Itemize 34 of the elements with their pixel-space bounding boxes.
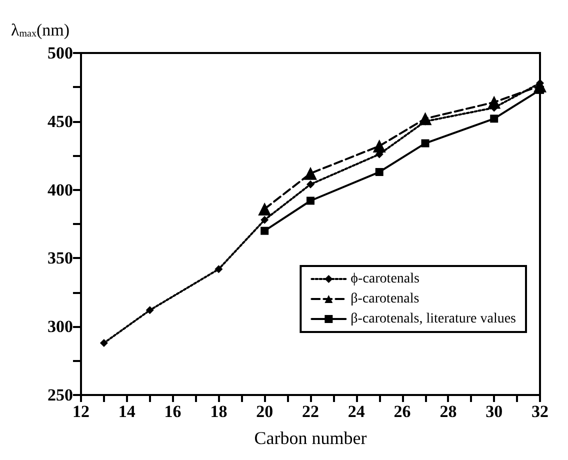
- point: [306, 180, 314, 188]
- y-tick-label: 400: [48, 180, 73, 200]
- legend-label: β-carotenals: [350, 292, 420, 306]
- x-tick-label: 26: [394, 402, 411, 421]
- point: [490, 114, 498, 123]
- point: [260, 216, 269, 224]
- y-tick-label: 500: [48, 44, 73, 62]
- x-tick-label: 28: [440, 402, 457, 421]
- x-tick-label: 22: [302, 402, 319, 421]
- x-tick-label: 16: [164, 402, 182, 421]
- point: [258, 202, 272, 216]
- y-tick-label: 300: [48, 317, 73, 336]
- point: [421, 139, 430, 148]
- x-tick-label: 30: [486, 402, 503, 421]
- legend-label: β-carotenals, literature values: [350, 312, 516, 326]
- y-tick-label: 450: [48, 112, 73, 131]
- y-axis-title: λmax(nm): [11, 20, 70, 40]
- x-tick-label: 14: [118, 402, 136, 421]
- x-tick-label: 24: [348, 402, 366, 421]
- x-tick-label: 20: [256, 402, 274, 421]
- point: [375, 168, 384, 176]
- x-tick-label: 12: [72, 402, 90, 421]
- point: [306, 196, 314, 205]
- point: [100, 339, 108, 348]
- y-tick-label: 250: [48, 386, 73, 404]
- point: [304, 166, 317, 180]
- point: [260, 226, 269, 235]
- x-tick-label: 32: [532, 402, 548, 421]
- x-tick-label: 18: [210, 402, 228, 421]
- y-tick-label: 350: [48, 248, 73, 268]
- legend-label: ϕ-carotenals: [350, 272, 420, 286]
- x-axis-title: Carbon number: [254, 428, 367, 448]
- point: [146, 306, 154, 314]
- point: [214, 265, 223, 274]
